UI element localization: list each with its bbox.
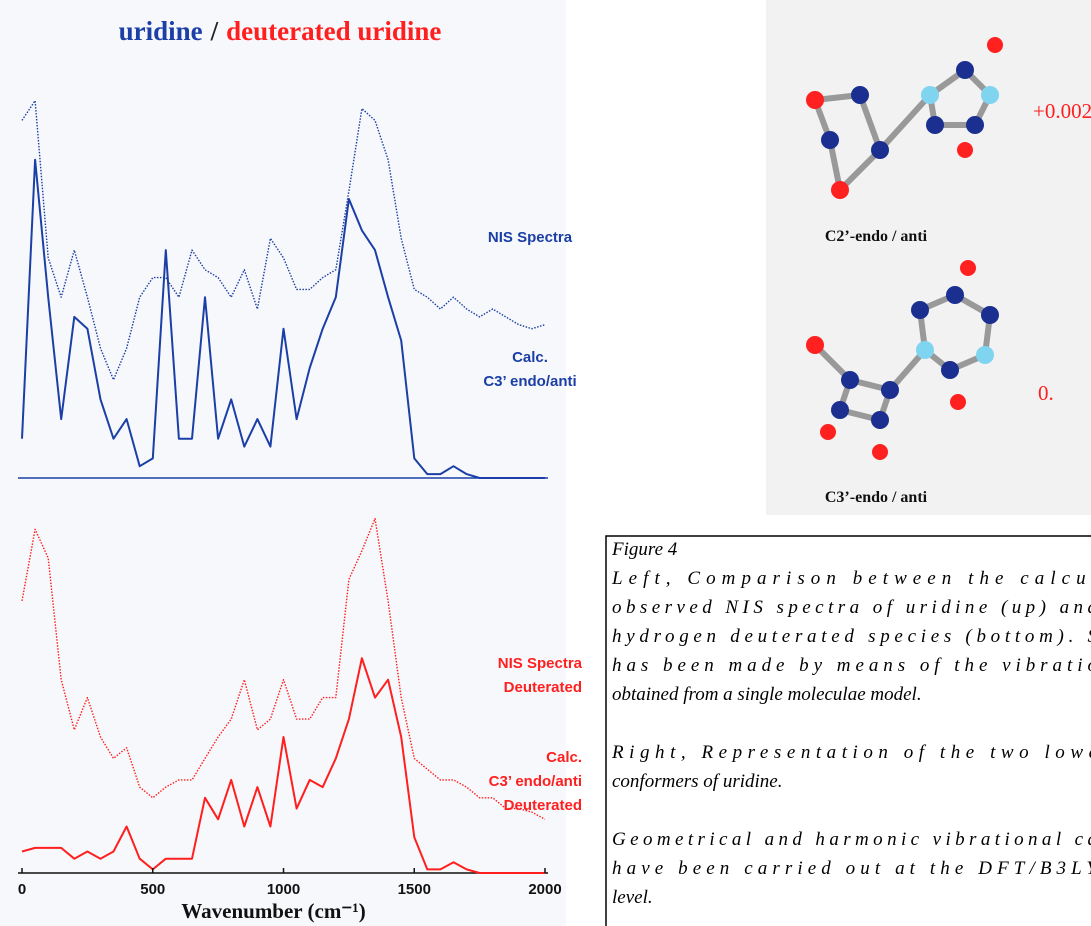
molecule-panel [766, 0, 1091, 515]
caption-line: obtained from a single moleculae model. [612, 684, 922, 705]
page: uridine/deuterated uridine C2’-endo / an… [0, 0, 1091, 926]
figure-background [0, 0, 566, 926]
conformer-energy: 0. [1038, 381, 1054, 405]
series-label: Calc. [512, 349, 548, 366]
series-label: Deuterated [504, 797, 582, 814]
series-label: NIS Spectra [498, 655, 583, 672]
x-tick-label: 2000 [528, 881, 561, 898]
x-tick-label: 1000 [267, 881, 300, 898]
caption-line: conformers of uridine. [612, 771, 782, 792]
conformer-label: C2’-endo / anti [825, 228, 928, 245]
conformer-energy: +0.002 [1033, 99, 1091, 123]
title-part: uridine [119, 16, 203, 46]
series-label: Deuterated [504, 679, 582, 696]
x-tick-label: 0 [18, 881, 26, 898]
caption-heading: Figure 4 [611, 539, 678, 560]
x-tick-label: 1500 [398, 881, 431, 898]
series-label: C3’ endo/anti [483, 373, 576, 390]
conformer-label: C3’-endo / anti [825, 489, 928, 506]
series-label: Calc. [546, 749, 582, 766]
caption-line: level. [612, 887, 653, 908]
x-axis-label: Wavenumber (cm⁻¹) [181, 899, 365, 923]
x-tick-label: 500 [140, 881, 165, 898]
caption-line: have been carried out at the DFT/B3LY [612, 858, 1091, 879]
caption-line: hydrogen deuterated species (bottom). S [612, 626, 1091, 647]
caption-line: observed NIS spectra of uridine (up) and [612, 597, 1091, 618]
series-label: C3’ endo/anti [489, 773, 582, 790]
figure-title: uridine/deuterated uridine [119, 16, 442, 46]
title-part: / [210, 16, 219, 46]
series-label: NIS Spectra [488, 229, 573, 246]
title-part: deuterated uridine [226, 16, 441, 46]
